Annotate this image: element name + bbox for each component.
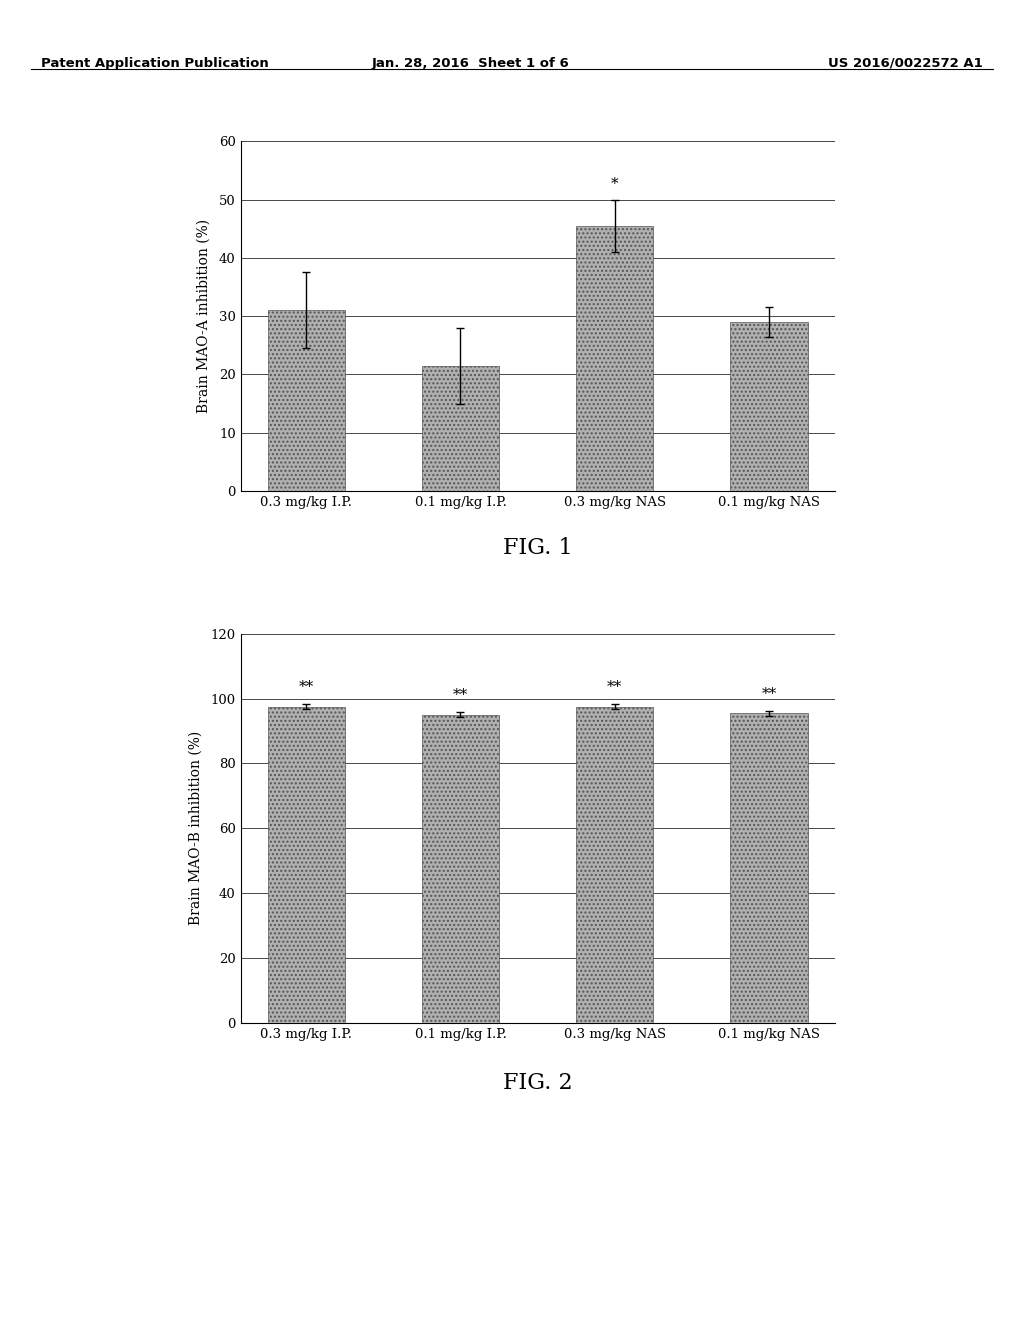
Text: FIG. 2: FIG. 2: [503, 1072, 572, 1094]
Y-axis label: Brain MAO-B inhibition (%): Brain MAO-B inhibition (%): [188, 731, 203, 925]
Bar: [730, 713, 808, 1023]
Y-axis label: Brain MAO-A inhibition (%): Brain MAO-A inhibition (%): [197, 219, 211, 413]
Bar: [730, 322, 808, 491]
Text: **: **: [299, 680, 313, 694]
Bar: [267, 706, 345, 1023]
Text: **: **: [607, 680, 623, 694]
Bar: [577, 226, 653, 491]
Text: Jan. 28, 2016  Sheet 1 of 6: Jan. 28, 2016 Sheet 1 of 6: [372, 57, 570, 70]
Bar: [422, 714, 499, 1023]
Text: Patent Application Publication: Patent Application Publication: [41, 57, 268, 70]
Text: *: *: [611, 177, 618, 191]
Bar: [422, 366, 499, 491]
Text: US 2016/0022572 A1: US 2016/0022572 A1: [828, 57, 983, 70]
Text: FIG. 1: FIG. 1: [503, 537, 572, 560]
Text: **: **: [762, 686, 776, 701]
Text: **: **: [453, 689, 468, 702]
Bar: [267, 310, 345, 491]
Bar: [577, 706, 653, 1023]
